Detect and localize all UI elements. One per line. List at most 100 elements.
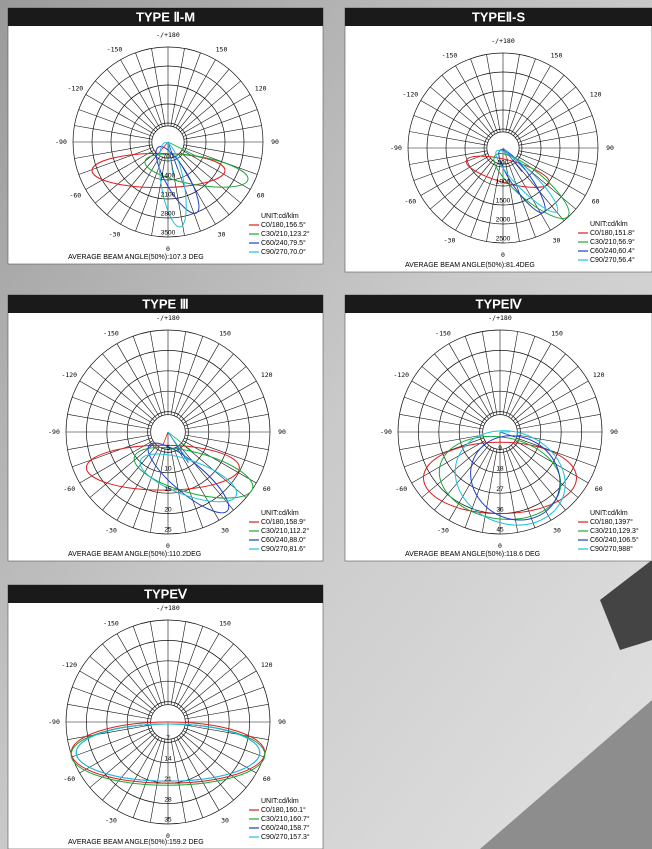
angle-label: -60 [404, 198, 416, 206]
radial-label: 2500 [496, 236, 511, 243]
legend-entry: C90/270,70.0° [261, 248, 306, 256]
radial-label: 2800 [161, 211, 176, 218]
radial-label: 7 [166, 735, 170, 742]
legend-entry: C60/240,79.5° [261, 239, 306, 247]
spoke [420, 155, 490, 196]
spoke [72, 437, 152, 468]
unit: UNIT:cd/klm [261, 510, 299, 517]
legend-entry: C90/270,81.6° [261, 545, 306, 553]
panel-box [344, 7, 652, 273]
radial-label: 9 [498, 445, 502, 452]
spoke [67, 434, 151, 451]
spoke [89, 442, 155, 498]
radial-label: 2100 [161, 192, 176, 199]
angle-label: 30 [553, 527, 561, 535]
angle-label: -120 [393, 371, 409, 379]
spoke [67, 413, 151, 430]
spoke [516, 100, 586, 141]
radial-label: 36 [496, 506, 504, 513]
spoke [516, 155, 586, 196]
angle-label: -120 [61, 371, 77, 379]
spoke [517, 413, 601, 430]
spoke [430, 158, 491, 210]
spoke [510, 353, 566, 419]
spoke [508, 163, 536, 238]
spoke [470, 163, 498, 238]
spoke [185, 434, 269, 451]
spoke [455, 161, 496, 231]
spoke [178, 353, 234, 419]
spoke [514, 380, 589, 424]
angle-label: -90 [380, 428, 392, 436]
spoke [74, 125, 153, 140]
legend-entry: C0/180,1397° [590, 518, 633, 526]
angle-label: 30 [553, 237, 561, 245]
spoke [513, 366, 579, 422]
spoke [178, 735, 234, 801]
panel: TYPEⅣ -/+180 150 120 90 60 30 0 -30 -60 -90 -120 -15… [344, 294, 652, 562]
angle-label: -120 [61, 661, 77, 669]
radial-label: 500 [498, 160, 509, 167]
spoke [185, 724, 269, 741]
spoke [116, 736, 160, 811]
spoke [413, 115, 488, 143]
curve-stem [502, 147, 528, 173]
spoke [399, 413, 483, 430]
angle-label: 150 [216, 45, 228, 53]
legend-entry: C0/180,158.9° [261, 518, 306, 526]
spoke [404, 396, 484, 427]
average: AVERAGE BEAM ANGLE(50%):118.6 DEG [405, 551, 540, 558]
angle-label: -90 [48, 718, 60, 726]
spoke [180, 80, 241, 132]
spoke [176, 343, 220, 418]
lamp [600, 560, 652, 650]
curve-stem [167, 141, 178, 169]
spoke [513, 442, 579, 498]
spoke [441, 75, 493, 136]
angle-label: 60 [595, 485, 603, 493]
panel-box [344, 294, 652, 562]
angle-label: 60 [263, 485, 271, 493]
radial-label: 45 [496, 527, 504, 534]
title-bar [345, 8, 652, 26]
spoke [182, 670, 257, 714]
legend-entry: C0/180,151.8° [590, 229, 635, 237]
spoke [89, 732, 155, 788]
radial-label: 28 [164, 796, 172, 803]
legend-entry: C30/210,56.9° [590, 238, 635, 246]
angle-label: 90 [610, 428, 618, 436]
spoke [89, 656, 155, 712]
spoke [518, 153, 593, 181]
curve-stem [167, 431, 189, 461]
panel-title: TYPEⅤ [144, 586, 188, 601]
spoke [184, 686, 264, 717]
angle-label: -150 [442, 51, 458, 59]
spoke [106, 154, 158, 215]
radial-label: 10 [164, 466, 172, 473]
legend-entry: C60/240,106.5° [590, 536, 639, 544]
curve-stem [499, 431, 516, 438]
angle-label: -/+180 [488, 314, 512, 322]
legend-entry: C60/240,158.7° [261, 824, 310, 832]
title-bar [8, 585, 323, 603]
curve-stem [502, 147, 523, 172]
radial-label: 14 [164, 756, 172, 763]
spoke [120, 59, 161, 129]
curve [470, 435, 561, 521]
radial-label: 21 [164, 776, 172, 783]
legend-entry: C90/270,988° [590, 545, 633, 553]
curve [454, 430, 566, 526]
spoke [72, 686, 152, 717]
spoke [181, 94, 251, 135]
panel-title: TYPE Ⅲ [142, 296, 189, 311]
angle-label: -/+180 [156, 604, 180, 612]
radial-label: 15 [164, 486, 172, 493]
spoke [173, 448, 204, 528]
spoke [79, 670, 154, 714]
angle-label: 150 [219, 619, 231, 627]
spoke [170, 331, 187, 415]
spoke [170, 48, 185, 127]
title-bar [345, 295, 652, 313]
spoke [517, 434, 601, 451]
spoke [149, 449, 166, 533]
